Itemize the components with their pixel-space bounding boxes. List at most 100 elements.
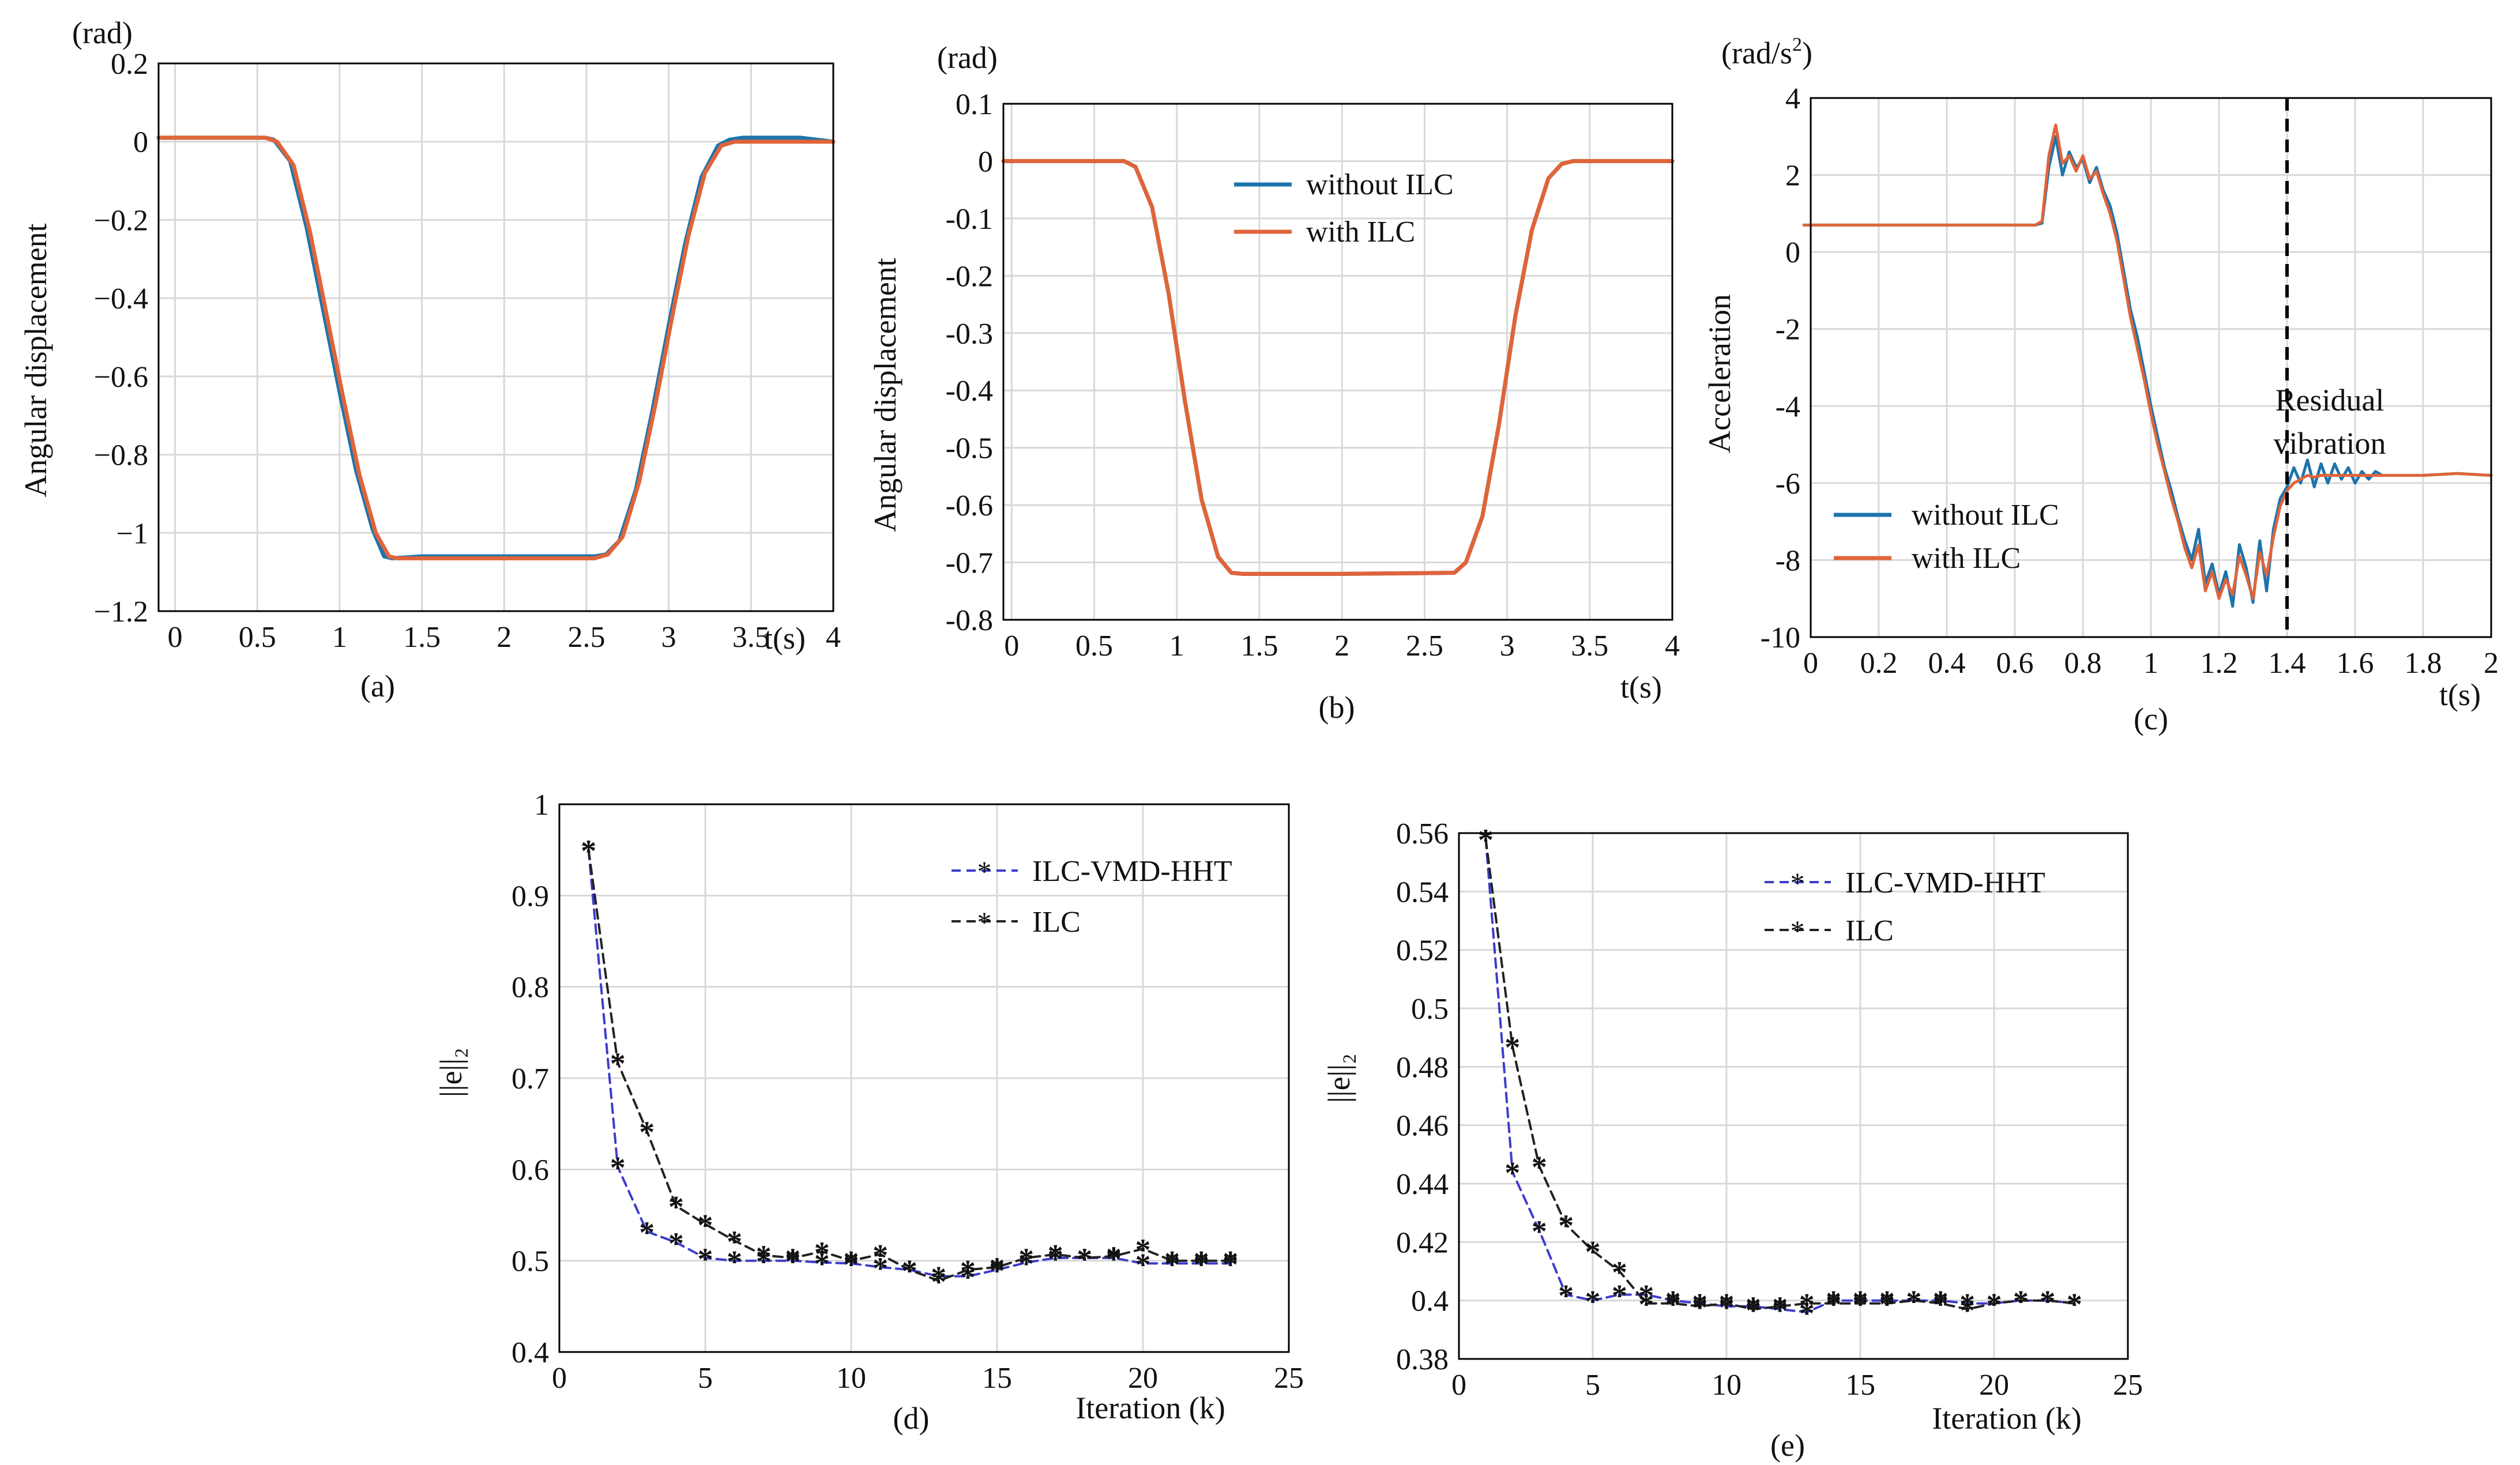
series-line-ilc <box>1484 838 2076 1310</box>
series-point-ilc: * <box>581 834 596 868</box>
x-tick-label: 2 <box>2484 647 2499 680</box>
series-point-ilc-vmd-hht: * <box>610 1151 626 1185</box>
x-tick-label: 0.5 <box>1075 630 1113 662</box>
x-tick-label: 20 <box>1128 1362 1158 1395</box>
series-point-ilc: * <box>1194 1245 1209 1279</box>
series-point-ilc: * <box>872 1238 888 1273</box>
y-tick-label: 0.44 <box>1396 1168 1449 1201</box>
series-point-ilc-vmd-hht: * <box>1585 1285 1601 1319</box>
x-tick-label: 2.5 <box>1406 630 1443 662</box>
legend-label-ilc-vmd-hht: ILC-VMD-HHT <box>1845 867 2045 899</box>
x-tick-label: 3.5 <box>732 621 770 654</box>
y-tick-label: −1 <box>116 517 148 550</box>
series-point-ilc: * <box>1692 1290 1707 1325</box>
x-tick-label: 4 <box>826 621 841 654</box>
series-line-with-ilc <box>1802 123 2493 600</box>
series-point-ilc: * <box>1719 1287 1735 1322</box>
panel-d-y-axis-title: ||e||₂ <box>434 1048 468 1097</box>
panel-b-tick-labels: 0 0.5 1 1.5 2 2.5 3 3.5 4 0.1 0 -0.1 -0.2 -0.3 -0.4 -0.… <box>946 88 1680 662</box>
series-point-ilc-vmd-hht: * <box>1106 1242 1122 1276</box>
series-point-ilc: * <box>1106 1240 1122 1275</box>
panel-c-tick-labels: 0 0.2 0.4 0.6 0.8 1 1.2 1.4 1.6 1.8 2 4 2 0 -2 -4 -6 -8 -1… <box>1761 82 2499 680</box>
panel-b-y-axis-title: Angular displacement <box>868 258 902 532</box>
series-point-ilc: * <box>1164 1245 1180 1279</box>
series-point-ilc-vmd-hht: * <box>1164 1247 1180 1282</box>
panel-e: **** * * * * * * * * * * * * * * * * * * ******** * * * * * * * * * *… <box>1322 818 2143 1463</box>
y-tick-label: 0.5 <box>1411 993 1449 1026</box>
series-point-ilc-vmd-hht: * <box>931 1260 946 1295</box>
panel-d: *** * * * * * * * * * * * * * * * * * * * ****** * * * * * * * * * * * *… <box>434 789 1304 1436</box>
panel-d-x-axis-title: Iteration (k) <box>1075 1391 1225 1425</box>
x-tick-label: 20 <box>1979 1369 2009 1402</box>
y-tick-label: 0 <box>1785 236 1800 269</box>
series-point-ilc-vmd-hht: * <box>727 1245 742 1279</box>
x-tick-label: 1.5 <box>1240 630 1278 662</box>
y-tick-label: -0.1 <box>946 203 993 236</box>
x-tick-label: 2 <box>1334 630 1349 662</box>
panel-b-unit-label: (rad) <box>937 40 998 75</box>
y-tick-label: -10 <box>1761 622 1800 654</box>
y-tick-label: 0.54 <box>1396 876 1449 909</box>
series-point-ilc: * <box>1558 1208 1574 1243</box>
series-point-ilc: * <box>1077 1242 1092 1276</box>
x-tick-label: 1.5 <box>403 621 441 654</box>
y-tick-label: 0.5 <box>511 1245 549 1278</box>
series-line-ilc-vmd-hht <box>587 849 1232 1278</box>
x-tick-label: 1.4 <box>2269 647 2306 680</box>
x-tick-label: 3 <box>661 621 676 654</box>
panel-b-legend: without ILC with ILC <box>1234 168 1454 248</box>
series-point-ilc-vmd-hht: * <box>1612 1279 1627 1313</box>
series-point-ilc: * <box>639 1115 655 1150</box>
series-point-ilc-vmd-hht: * <box>1853 1285 1868 1319</box>
series-point-ilc: * <box>785 1242 800 1276</box>
y-tick-label: 0.48 <box>1396 1051 1449 1084</box>
x-tick-label: 0 <box>168 621 183 654</box>
y-tick-label: 0.38 <box>1396 1343 1449 1376</box>
panel-e-legend: * ILC-VMD-HHT * ILC <box>1765 867 2045 947</box>
y-tick-label: -0.8 <box>946 604 993 637</box>
y-tick-label: 0 <box>133 126 148 159</box>
y-tick-label: −1.2 <box>94 596 148 628</box>
series-point-ilc: * <box>1879 1287 1895 1322</box>
series-point-ilc: * <box>814 1236 830 1270</box>
series-point-ilc: * <box>960 1254 976 1289</box>
series-point-ilc-vmd-hht: * <box>1505 1156 1520 1191</box>
series-point-ilc: * <box>1853 1287 1868 1322</box>
series-point-ilc-vmd-hht: * <box>1746 1290 1761 1325</box>
series-point-ilc: * <box>1638 1287 1654 1322</box>
x-tick-label: 2 <box>497 621 511 654</box>
legend-marker-ilc: * <box>977 906 992 938</box>
panel-d-legend: * ILC-VMD-HHT * ILC <box>951 855 1232 939</box>
series-line-with-ilc <box>1001 159 1675 576</box>
series-point-ilc: * <box>1987 1287 2002 1322</box>
series-point-ilc: * <box>698 1208 713 1242</box>
series-point-ilc-vmd-hht: * <box>1532 1214 1547 1249</box>
panel-a-y-axis-title: Angular displacement <box>18 223 53 497</box>
series-point-ilc-vmd-hht: * <box>1048 1242 1063 1276</box>
series-point-ilc: * <box>756 1239 772 1274</box>
series-point-ilc-vmd-hht: * <box>1077 1242 1092 1276</box>
series-point-ilc: * <box>2067 1287 2082 1322</box>
x-tick-label: 0 <box>1004 630 1019 662</box>
x-tick-label: 10 <box>1712 1369 1742 1402</box>
panel-b-series <box>1001 159 1675 576</box>
panel-e-y-axis-title: ||e||₂ <box>1322 1053 1356 1103</box>
series-point-ilc-vmd-hht: * <box>1135 1247 1151 1282</box>
series-point-ilc: * <box>1532 1150 1547 1185</box>
y-tick-label: 0.8 <box>511 971 549 1004</box>
series-point-ilc-vmd-hht: * <box>1692 1287 1707 1322</box>
y-tick-label: 2 <box>1785 160 1800 193</box>
legend-label-without-ilc: without ILC <box>1306 168 1454 201</box>
series-point-ilc: * <box>844 1245 859 1279</box>
y-tick-label: -0.6 <box>946 489 993 522</box>
y-tick-label: −0.2 <box>94 204 148 237</box>
series-point-ilc-vmd-hht: * <box>1719 1290 1735 1325</box>
x-tick-label: 0.8 <box>2064 647 2102 680</box>
panel-e-x-axis-title: Iteration (k) <box>1932 1401 2081 1436</box>
x-tick-label: 2.5 <box>567 621 605 654</box>
x-tick-label: 1 <box>332 621 347 654</box>
panel-b-x-axis-title: t(s) <box>1620 670 1662 705</box>
y-tick-label: −0.6 <box>94 361 148 394</box>
y-tick-label: -0.7 <box>946 547 993 580</box>
y-tick-label: 0.4 <box>1411 1285 1449 1318</box>
